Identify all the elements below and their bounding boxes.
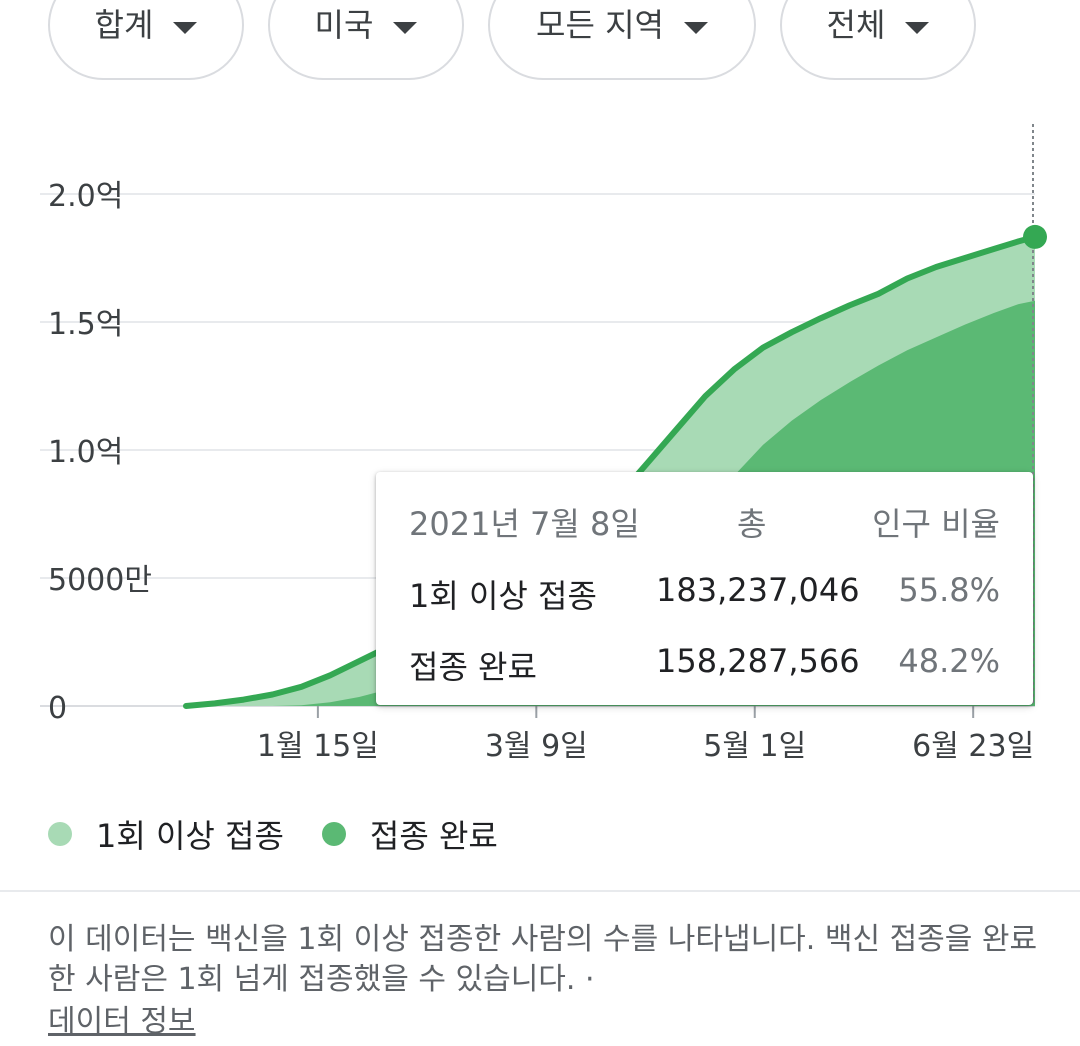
dropdown-arrow-icon — [173, 22, 198, 34]
legend-dot-icon — [321, 822, 346, 846]
tooltip-row-label: 접종 완료 — [409, 648, 537, 686]
y-tick-label: 5000만 — [48, 563, 152, 598]
chart-axes: 0 5000만 1.0억 1.5억 2.0억 1월 15일 3월 9일 5월 1일 6월 23일 — [48, 124, 1047, 764]
legend-label: 접종 완료 — [369, 817, 498, 855]
data-info-link[interactable]: 데이터 정보 — [48, 1004, 196, 1039]
filter-chip-aggregate[interactable]: 합계 — [48, 0, 244, 80]
legend-item-fully[interactable]: 접종 완료 — [321, 811, 498, 857]
filter-chip-age[interactable]: 전체 — [780, 0, 976, 80]
x-tick-label: 5월 1일 — [703, 729, 806, 764]
tooltip-row-total: 158,287,566 — [656, 642, 860, 680]
filter-chip-label: 미국 — [314, 6, 374, 44]
filter-bar: 합계 미국 모든 지역 전체 — [0, 0, 1080, 90]
tooltip-row-ratio: 55.8% — [898, 571, 1000, 609]
y-tick-label: 0 — [48, 691, 67, 726]
section-divider — [0, 890, 1080, 892]
tooltip-row-ratio: 48.2% — [898, 642, 1000, 680]
filter-chip-label: 전체 — [826, 6, 886, 44]
legend-item-at-least-one[interactable]: 1회 이상 접종 — [48, 811, 284, 857]
legend-dot-icon — [48, 822, 72, 846]
chart-legend: 1회 이상 접종 접종 완료 — [48, 812, 536, 856]
dropdown-arrow-icon — [683, 22, 708, 34]
filter-chip-region[interactable]: 모든 지역 — [488, 0, 756, 80]
legend-label: 1회 이상 접종 — [96, 817, 284, 855]
tooltip-ratio-header: 인구 비율 — [872, 505, 1000, 543]
data-note: 이 데이터는 백신을 1회 이상 접종한 사람의 수를 나타냅니다. 백신 접종… — [48, 922, 1038, 997]
x-tick-label: 1월 15일 — [257, 729, 379, 764]
filter-chip-country[interactable]: 미국 — [268, 0, 464, 80]
dropdown-arrow-icon — [905, 22, 930, 34]
x-tick-label: 6월 23일 — [912, 729, 1034, 764]
chart-tooltip: 2021년 7월 8일 총 인구 비율 1회 이상 접종 183,237,046… — [376, 472, 1033, 705]
tooltip-row-label: 1회 이상 접종 — [409, 577, 597, 615]
filter-chip-label: 합계 — [94, 6, 154, 44]
tooltip-date: 2021년 7월 8일 — [409, 505, 640, 543]
tooltip-row-total: 183,237,046 — [656, 571, 860, 609]
x-tick-label: 3월 9일 — [485, 729, 588, 764]
y-tick-label: 2.0억 — [48, 179, 123, 214]
tooltip-total-header: 총 — [737, 505, 767, 543]
y-tick-label: 1.5억 — [48, 307, 123, 342]
hover-point — [1023, 224, 1047, 249]
filter-chip-label: 모든 지역 — [536, 6, 664, 44]
dropdown-arrow-icon — [393, 22, 418, 34]
y-tick-label: 1.0억 — [48, 435, 123, 470]
